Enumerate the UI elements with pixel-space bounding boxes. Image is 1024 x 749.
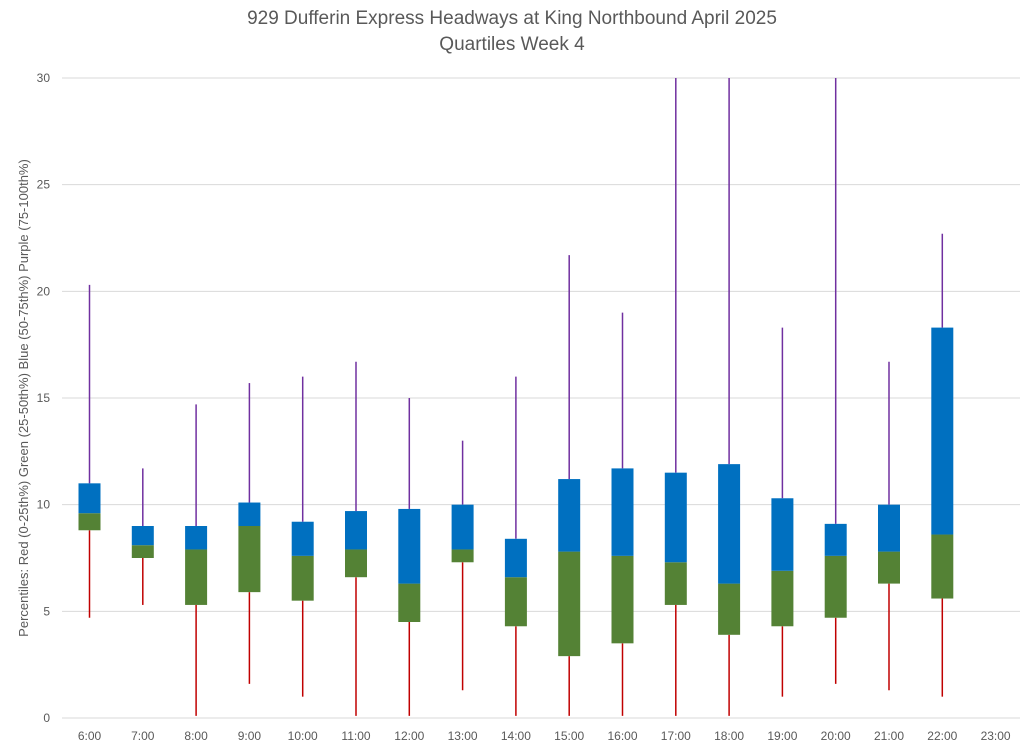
box-upper-segment: [558, 479, 581, 552]
box-upper-segment: [78, 483, 101, 514]
y-tick-label: 20: [37, 284, 51, 298]
box-lower-segment: [185, 549, 208, 605]
box-upper-segment: [931, 327, 954, 535]
box-upper-segment: [398, 508, 421, 584]
box-upper-segment: [185, 526, 208, 550]
box-lower-segment: [824, 555, 847, 618]
y-tick-label: 5: [43, 604, 50, 618]
x-tick-label: 8:00: [184, 729, 208, 743]
box-upper-segment: [238, 502, 261, 526]
box-lower-segment: [664, 562, 687, 605]
x-tick-label: 11:00: [341, 729, 370, 743]
x-tick-label: 21:00: [874, 729, 904, 743]
box-lower-segment: [238, 526, 261, 593]
whiskers: [88, 78, 944, 716]
box-lower-segment: [771, 570, 794, 627]
x-tick-label: 13:00: [448, 729, 478, 743]
box-lower-segment: [345, 549, 367, 578]
box-lower-segment: [718, 583, 741, 635]
box-upper-segment: [131, 526, 154, 546]
x-tick-label: 19:00: [767, 729, 797, 743]
box-lower-segment: [451, 549, 474, 563]
box-upper-segment: [824, 523, 847, 556]
box-lower-segment: [131, 545, 154, 558]
box-lower-segment: [611, 555, 634, 644]
x-tick-label: 22:00: [927, 729, 957, 743]
x-tick-label: 20:00: [821, 729, 851, 743]
box-upper-segment: [451, 504, 474, 550]
x-tick-label: 10:00: [288, 729, 318, 743]
x-tick-label: 12:00: [394, 729, 424, 743]
y-tick-label: 10: [37, 498, 51, 512]
chart-title: 929 Dufferin Express Headways at King No…: [247, 8, 777, 29]
x-tick-label: 18:00: [714, 729, 744, 743]
box-lower-segment: [398, 583, 421, 622]
box-upper-segment: [664, 472, 687, 563]
box-lower-segment: [878, 551, 900, 584]
box-lower-segment: [558, 551, 581, 657]
axis-labels: 0 5 10 15 20 25 30 6:00 7:00 8:00 9:00 10:00 11:00 12…: [37, 71, 1011, 743]
x-tick-label: 16:00: [607, 729, 637, 743]
box-lower-segment: [291, 555, 314, 601]
y-tick-label: 15: [37, 391, 51, 405]
box-upper-segment: [878, 504, 900, 552]
y-tick-label: 30: [37, 71, 51, 85]
x-tick-label: 23:00: [981, 729, 1011, 743]
x-tick-label: 14:00: [501, 729, 531, 743]
y-tick-label: 25: [37, 178, 51, 192]
box-upper-segment: [771, 498, 794, 571]
y-axis-title: Percentiles: Red (0-25th%) Green (25-50t…: [16, 159, 31, 637]
box-lower-segment: [931, 534, 954, 599]
box-upper-segment: [611, 468, 634, 556]
x-tick-label: 17:00: [661, 729, 691, 743]
box-lower-segment: [78, 513, 101, 531]
box-upper-segment: [504, 538, 527, 578]
box-lower-segment: [504, 577, 527, 627]
chart-subtitle: Quartiles Week 4: [439, 34, 585, 55]
box-upper-segment: [718, 464, 741, 584]
x-tick-label: 6:00: [78, 729, 102, 743]
y-tick-label: 0: [43, 711, 50, 725]
boxes: [78, 327, 954, 657]
x-tick-label: 15:00: [554, 729, 584, 743]
gridlines: [62, 77, 1020, 719]
box-upper-segment: [345, 511, 367, 550]
x-tick-label: 9:00: [238, 729, 262, 743]
x-tick-label: 7:00: [131, 729, 155, 743]
box-upper-segment: [291, 521, 314, 556]
